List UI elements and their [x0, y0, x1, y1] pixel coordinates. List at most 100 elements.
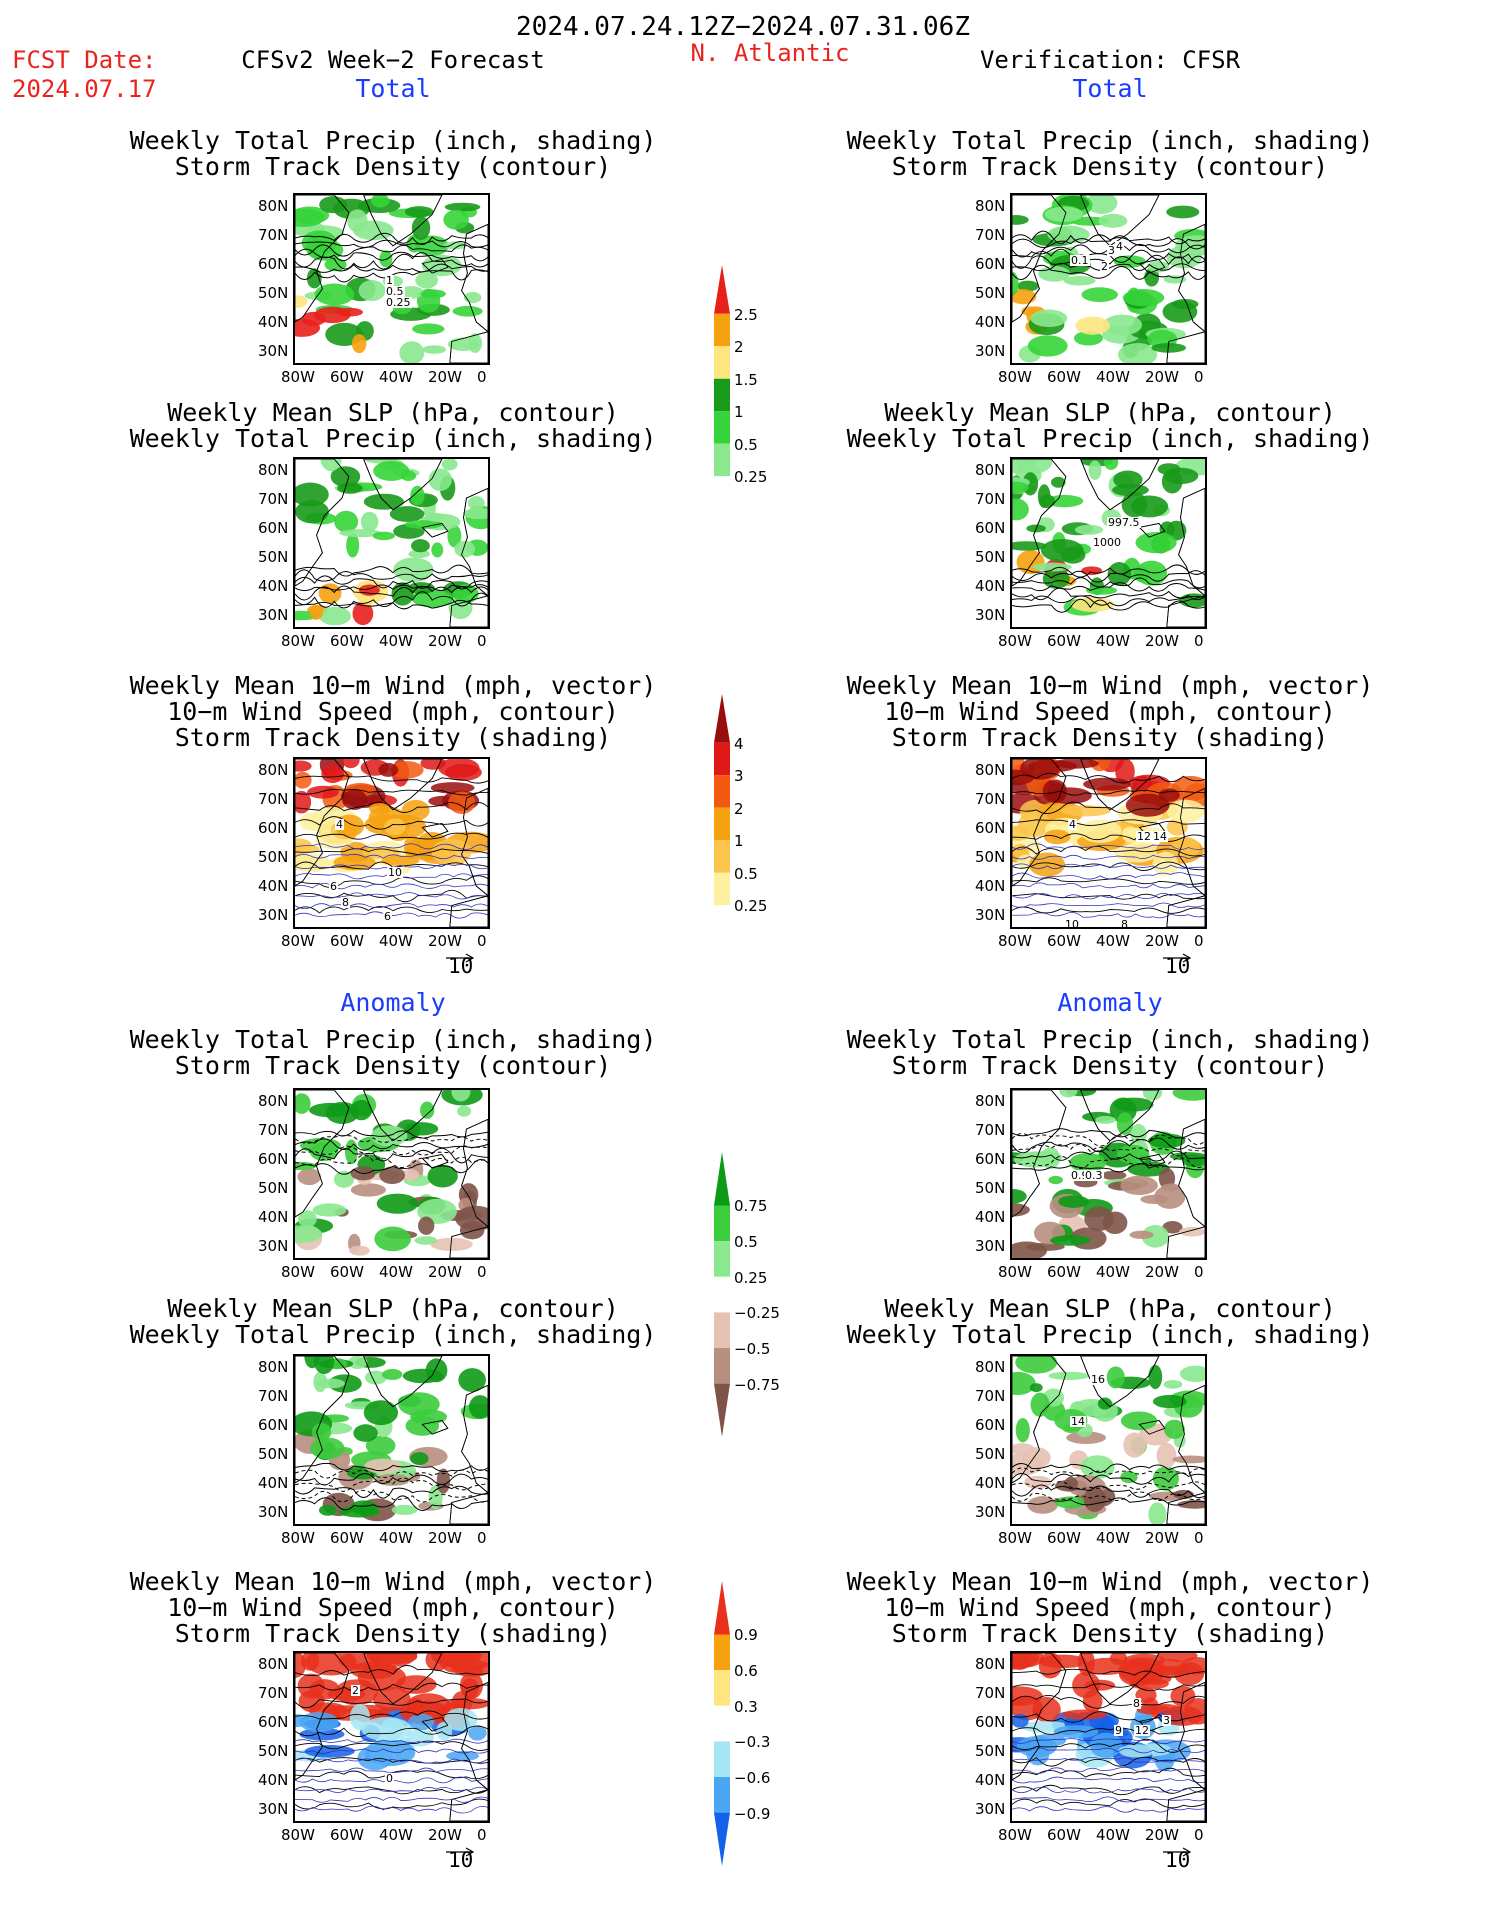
vector-arrow-icon [1163, 1839, 1193, 1857]
lon-tick-label: 0 [477, 632, 487, 650]
colorbar-tick-label: 0.25 [734, 468, 768, 487]
lat-tick-label: 70N [975, 1121, 1006, 1139]
contour-label: 4 [335, 818, 344, 831]
section-total-left: Total [355, 74, 431, 103]
panel-title-t-fc-slp-line2: Weekly Total Precip (inch, shading) [129, 424, 657, 453]
lat-tick-label: 40N [258, 313, 289, 331]
lat-tick-label: 40N [975, 313, 1006, 331]
lat-tick-label: 70N [258, 490, 289, 508]
panel-title-a-fc-slp-line2: Weekly Total Precip (inch, shading) [129, 1320, 657, 1349]
lat-tick-label: 80N [258, 197, 289, 215]
panel-title-a-ob-wind-line1: Weekly Mean 10−m Wind (mph, vector) [846, 1567, 1374, 1596]
lon-tick-label: 80W [998, 1529, 1032, 1547]
lon-tick-label: 80W [998, 632, 1032, 650]
lat-tick-label: 40N [975, 1771, 1006, 1789]
vector-arrow-icon [1163, 945, 1193, 963]
panel-title-a-fc-wind-line2: 10−m Wind Speed (mph, contour) [167, 1593, 619, 1622]
lon-tick-label: 20W [1145, 932, 1179, 950]
lon-tick-label: 0 [477, 1263, 487, 1281]
lat-tick-label: 30N [258, 1800, 289, 1818]
contour-label: 8 [1120, 918, 1129, 929]
lat-tick-label: 60N [258, 255, 289, 273]
lat-tick-label: 70N [258, 226, 289, 244]
colorbar-tick-label: 0.75 [734, 1197, 768, 1216]
contour-label: 10 [387, 866, 403, 879]
map-t-ob-precip: 0.1 3 4 2 [1010, 193, 1207, 365]
panel-title-a-fc-wind-line1: Weekly Mean 10−m Wind (mph, vector) [129, 1567, 657, 1596]
lat-tick-label: 70N [975, 226, 1006, 244]
lat-tick-label: 60N [975, 519, 1006, 537]
panel-title-a-fc-precip-line1: Weekly Total Precip (inch, shading) [129, 1025, 657, 1054]
lat-tick-label: 70N [258, 1121, 289, 1139]
lat-tick-label: 70N [975, 790, 1006, 808]
lon-tick-label: 80W [998, 368, 1032, 386]
lat-tick-label: 40N [258, 1771, 289, 1789]
colorbar-tick-label: 0.6 [734, 1662, 758, 1681]
colorbar-tick-label: −0.9 [734, 1804, 771, 1823]
colorbar-tick-label: 1 [734, 403, 744, 422]
lat-tick-label: 60N [258, 519, 289, 537]
lat-tick-label: 80N [975, 1092, 1006, 1110]
fcst-date-value: 2024.07.17 [12, 75, 157, 103]
lat-tick-label: 70N [258, 790, 289, 808]
contour-label: 1000 [1092, 536, 1122, 549]
panel-title-t-fc-wind-line1: Weekly Mean 10−m Wind (mph, vector) [129, 671, 657, 700]
colorbar-tick-label: −0.25 [734, 1304, 780, 1323]
contour-label: 14 [1070, 1415, 1086, 1428]
colorbar-tick-label: 1.5 [734, 370, 758, 389]
lon-tick-label: 0 [1194, 932, 1204, 950]
lon-tick-label: 20W [428, 368, 462, 386]
colorbar-tick-label: 0.5 [734, 435, 758, 454]
lon-tick-label: 20W [1145, 368, 1179, 386]
lat-tick-label: 70N [258, 1684, 289, 1702]
vector-reference-value: 10 [448, 954, 474, 978]
lat-tick-label: 30N [975, 606, 1006, 624]
vector-reference-value: 10 [1165, 1848, 1191, 1872]
map-t-fc-slp [293, 457, 490, 629]
panel-title-t-fc-precip-line2: Storm Track Density (contour) [174, 152, 612, 181]
lat-tick-label: 60N [975, 1150, 1006, 1168]
lat-tick-label: 80N [258, 461, 289, 479]
contour-label: 3 [1162, 1714, 1171, 1727]
contour-label: 0 [385, 1772, 394, 1785]
lat-tick-label: 30N [258, 606, 289, 624]
map-a-ob-slp: 16 14 [1010, 1354, 1207, 1526]
panel-title-t-fc-wind-line3: Storm Track Density (shading) [174, 723, 612, 752]
colorbar-tick-label: 2.5 [734, 305, 758, 324]
lat-tick-label: 30N [258, 342, 289, 360]
section-anomaly-left: Anomaly [340, 988, 446, 1017]
lat-tick-label: 50N [975, 1445, 1006, 1463]
lat-tick-label: 50N [258, 1445, 289, 1463]
lon-tick-label: 60W [1047, 1826, 1081, 1844]
region-title: N. Atlantic [690, 39, 850, 67]
colorbar-tick-label: 0.25 [734, 897, 768, 916]
lat-tick-label: 50N [975, 1179, 1006, 1197]
lon-tick-label: 0 [1194, 368, 1204, 386]
lat-tick-label: 50N [975, 284, 1006, 302]
colorbar-tick-label: 2 [734, 799, 744, 818]
lat-tick-label: 40N [975, 577, 1006, 595]
lon-tick-label: 40W [379, 368, 413, 386]
lon-tick-label: 40W [379, 1529, 413, 1547]
lat-tick-label: 80N [975, 197, 1006, 215]
panel-title-a-ob-precip-line2: Storm Track Density (contour) [891, 1051, 1329, 1080]
lat-tick-label: 30N [975, 1503, 1006, 1521]
lon-tick-label: 0 [1194, 1263, 1204, 1281]
contour-label: 997.5 [1107, 516, 1141, 529]
lat-tick-label: 70N [975, 490, 1006, 508]
lat-tick-label: 80N [258, 761, 289, 779]
forecast-model-title: CFSv2 Week−2 Forecast [241, 46, 545, 74]
section-total-right: Total [1072, 74, 1148, 103]
colorbar-tick-label: −0.3 [734, 1733, 771, 1752]
lat-tick-label: 40N [258, 1208, 289, 1226]
vector-arrow-icon [446, 1839, 476, 1857]
panel-title-a-ob-slp-line2: Weekly Total Precip (inch, shading) [846, 1320, 1374, 1349]
map-a-ob-precip: 0.9 0.3 [1010, 1088, 1207, 1260]
lat-tick-label: 50N [975, 848, 1006, 866]
panel-title-a-fc-precip-line2: Storm Track Density (contour) [174, 1051, 612, 1080]
map-t-ob-wind: 4 12 14 10 8 [1010, 757, 1207, 929]
lat-tick-label: 30N [258, 1237, 289, 1255]
lat-tick-label: 50N [258, 1179, 289, 1197]
colorbar-tick-label: 0.3 [734, 1697, 758, 1716]
